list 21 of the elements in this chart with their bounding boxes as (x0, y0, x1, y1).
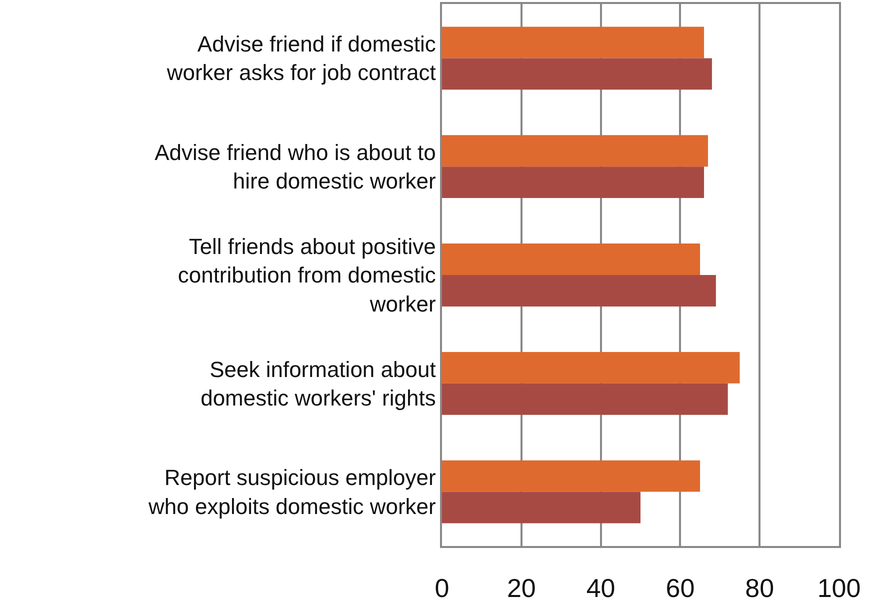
x-tick-label: 0 (434, 572, 450, 603)
bar (442, 26, 704, 58)
bar (442, 352, 740, 384)
y-tick-label: Advise friend who is about to hire domestic worker (154, 140, 436, 194)
bar (442, 58, 712, 90)
y-tick-label: Advise friend if domestic worker asks for job contract (166, 32, 436, 86)
bar (442, 492, 640, 524)
bar (442, 166, 704, 198)
x-tick-label: 100 (817, 572, 861, 603)
x-tick-label: 60 (666, 572, 695, 603)
bar (442, 460, 700, 492)
bar (442, 135, 708, 167)
x-tick-label: 80 (745, 572, 774, 603)
y-tick-label: Seek information about domestic workers' rights (200, 356, 436, 410)
bar (442, 244, 700, 275)
x-tick-label: 20 (506, 572, 536, 603)
x-tick-label: 40 (586, 572, 616, 603)
bar (442, 275, 716, 306)
y-tick-label: Tell friends about positive contribution from domestic worker (178, 234, 436, 316)
bar (442, 383, 728, 415)
y-tick-label: Report suspicious employer who exploits domestic worker (148, 465, 436, 519)
